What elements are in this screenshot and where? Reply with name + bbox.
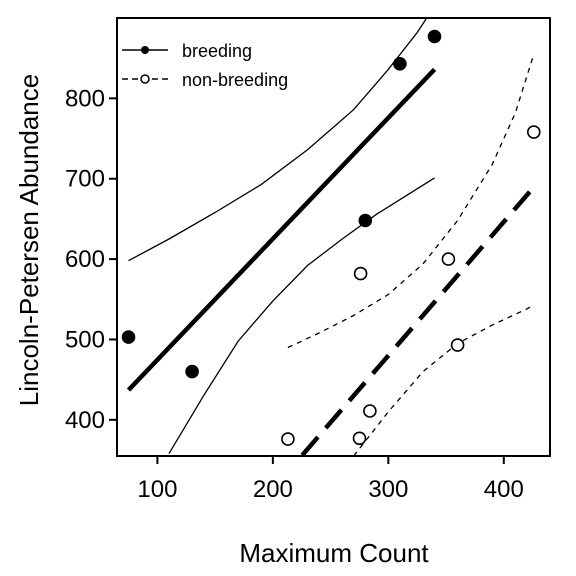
data-point-breeding-2 <box>359 215 371 227</box>
data-point-breeding-1 <box>186 366 198 378</box>
legend: breeding non-breeding <box>122 41 288 90</box>
y-axis: 400 500 600 700 800 <box>65 85 117 433</box>
x-axis: 100 200 300 400 <box>137 456 523 503</box>
legend-non-breeding-label: non-breeding <box>182 70 288 90</box>
ci-lower-line-non-breeding <box>354 305 534 456</box>
y-tick-label-400: 400 <box>65 407 105 434</box>
fit-line-breeding <box>129 69 435 390</box>
data-point-non-breeding-3 <box>364 405 376 417</box>
fit-line-non-breeding <box>279 188 533 482</box>
legend-breeding-label: breeding <box>182 41 252 61</box>
legend-non-breeding-marker <box>141 75 149 83</box>
ci-lower-line-breeding <box>169 178 435 454</box>
data-point-breeding-4 <box>429 31 441 43</box>
x-tick-label-300: 300 <box>368 476 408 503</box>
data-point-non-breeding-6 <box>528 126 540 138</box>
x-axis-title: Maximum Count <box>239 538 429 568</box>
data-point-breeding-3 <box>394 58 406 70</box>
x-tick-label-400: 400 <box>484 476 524 503</box>
y-tick-label-500: 500 <box>65 326 105 353</box>
x-tick-label-100: 100 <box>137 476 177 503</box>
y-tick-label-700: 700 <box>65 166 105 193</box>
data-point-non-breeding-5 <box>452 339 464 351</box>
y-tick-label-600: 600 <box>65 246 105 273</box>
ci-upper-line-non-breeding <box>288 54 534 347</box>
data-point-non-breeding-1 <box>354 432 366 444</box>
x-tick-label-200: 200 <box>253 476 293 503</box>
data-point-non-breeding-4 <box>442 253 454 265</box>
ci-upper-line-breeding <box>129 15 429 261</box>
data-point-non-breeding-2 <box>355 268 367 280</box>
data-point-breeding-0 <box>123 331 135 343</box>
data-point-non-breeding-0 <box>282 433 294 445</box>
legend-breeding-marker <box>141 46 149 54</box>
y-axis-title: Lincoln-Petersen Abundance <box>14 74 44 406</box>
y-tick-label-800: 800 <box>65 85 105 112</box>
